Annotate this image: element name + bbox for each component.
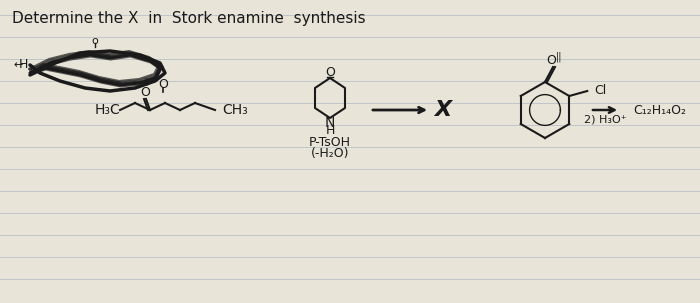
Text: ii: ii [144, 78, 148, 88]
Text: H: H [19, 58, 28, 72]
Text: O: O [140, 85, 150, 98]
Text: P-TsOH: P-TsOH [309, 136, 351, 149]
Text: H₃C: H₃C [95, 103, 121, 117]
Text: CH₃: CH₃ [222, 103, 248, 117]
Text: ←: ← [13, 60, 22, 70]
Text: ₃: ₃ [28, 64, 32, 74]
Text: X: X [435, 100, 452, 120]
Text: H: H [326, 125, 335, 138]
Text: N: N [325, 116, 335, 130]
Text: C₁₂H₁₄O₂: C₁₂H₁₄O₂ [634, 104, 687, 116]
Text: (-H₂O): (-H₂O) [311, 146, 349, 159]
Text: ||: || [556, 52, 562, 62]
Text: o: o [92, 36, 99, 46]
Text: 2) H₃O⁺: 2) H₃O⁺ [584, 115, 626, 125]
Text: O: O [546, 54, 556, 66]
Text: Determine the X  in  Stork enamine  synthesis: Determine the X in Stork enamine synthes… [12, 11, 365, 25]
Text: O: O [158, 78, 168, 92]
Text: O: O [325, 66, 335, 79]
Text: Cl: Cl [594, 84, 606, 96]
